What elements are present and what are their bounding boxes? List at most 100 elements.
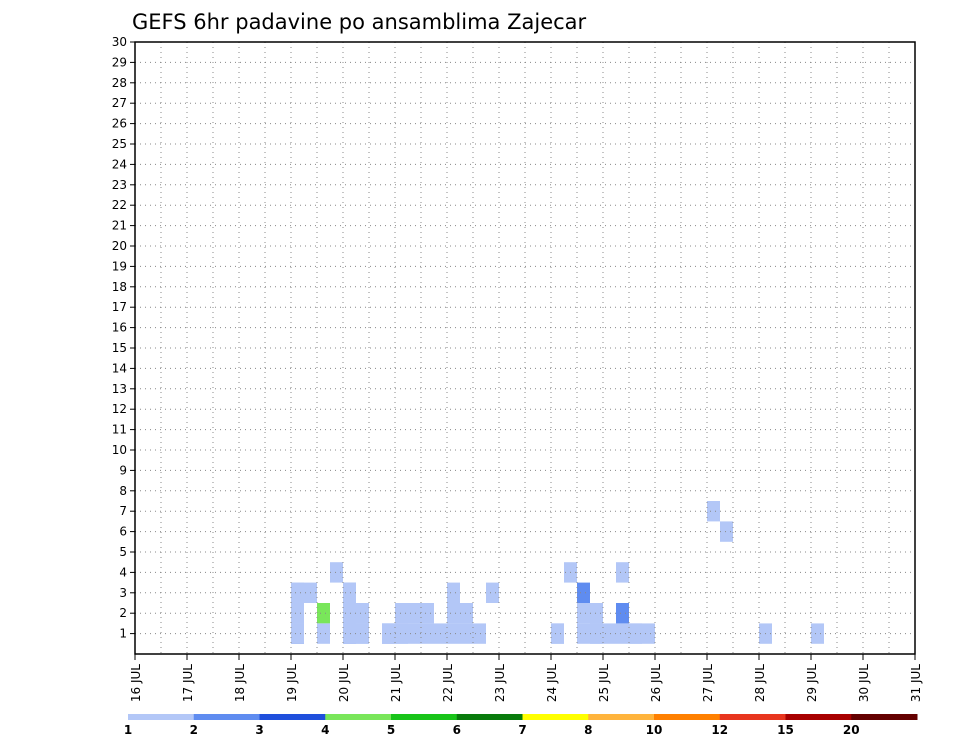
y-tick-label: 6 <box>119 525 127 539</box>
chart-title: GEFS 6hr padavine po ansamblima Zajecar <box>132 10 587 34</box>
y-tick-label: 12 <box>112 402 127 416</box>
heatmap-cell <box>382 623 395 644</box>
y-tick-label: 20 <box>112 239 127 253</box>
y-tick-label: 17 <box>112 300 127 314</box>
x-tick-label: 31 JUL <box>909 664 923 702</box>
heatmap-cell <box>720 521 733 542</box>
heatmap-cell <box>408 623 421 644</box>
y-tick-label: 19 <box>112 259 127 273</box>
x-tick-label: 16 JUL <box>129 664 143 702</box>
x-axis: 16 JUL 17 JUL 18 JUL 19 JUL 20 JUL 21 JUL 22 J… <box>129 654 923 702</box>
y-tick-label: 10 <box>112 443 127 457</box>
heatmap-cell <box>447 623 460 644</box>
colorbar-segment <box>654 714 721 720</box>
chart-grid <box>134 41 916 654</box>
x-tick-label: 24 JUL <box>545 664 559 702</box>
heatmap-cell <box>421 603 434 624</box>
colorbar-label: 10 <box>646 723 663 737</box>
y-tick-label: 5 <box>119 545 127 559</box>
x-tick-label: 29 JUL <box>805 664 819 702</box>
heatmap-cell <box>447 582 460 603</box>
heatmap-cell <box>642 623 655 644</box>
heatmap-cell <box>486 582 499 603</box>
y-tick-label: 11 <box>112 423 127 437</box>
heatmap-cell <box>811 623 824 644</box>
heatmap-cell <box>551 623 564 644</box>
y-tick-label: 1 <box>119 627 127 641</box>
x-tick-label: 22 JUL <box>441 664 455 702</box>
heatmap-cell <box>460 623 473 644</box>
y-tick-label: 2 <box>119 606 127 620</box>
colorbar-segment <box>785 714 852 720</box>
colorbar-segment <box>259 714 326 720</box>
heatmap-cell <box>356 603 369 624</box>
y-tick-label: 30 <box>112 35 127 49</box>
heatmap-cell <box>590 603 603 624</box>
y-tick-label: 26 <box>112 117 127 131</box>
heatmap-cell <box>317 603 330 624</box>
colorbar-label: 20 <box>843 723 860 737</box>
heatmap-cell <box>395 603 408 624</box>
heatmap-cell <box>356 623 369 644</box>
x-tick-label: 21 JUL <box>389 664 403 702</box>
heatmap-cell <box>317 623 330 644</box>
heatmap-cell <box>343 623 356 644</box>
colorbar-segment <box>128 714 195 720</box>
colorbar-label: 5 <box>387 723 395 737</box>
heatmap-cell <box>447 603 460 624</box>
y-tick-label: 13 <box>112 382 127 396</box>
colorbar-label: 4 <box>321 723 329 737</box>
x-tick-label: 20 JUL <box>337 664 351 702</box>
heatmap-cell <box>577 582 590 603</box>
y-tick-label: 15 <box>112 341 127 355</box>
colorbar-label: 7 <box>518 723 526 737</box>
heatmap-cell <box>577 623 590 644</box>
heatmap-cell <box>460 603 473 624</box>
x-tick-label: 30 JUL <box>857 664 871 702</box>
y-tick-label: 16 <box>112 321 127 335</box>
heatmap-cell <box>291 623 304 644</box>
colorbar-label: 3 <box>255 723 263 737</box>
colorbar-label: 8 <box>584 723 592 737</box>
heatmap-cell <box>577 603 590 624</box>
heatmap-cell <box>421 623 434 644</box>
y-tick-label: 22 <box>112 198 127 212</box>
x-tick-label: 18 JUL <box>233 664 247 702</box>
x-tick-label: 25 JUL <box>597 664 611 702</box>
colorbar-segment <box>193 714 260 720</box>
heatmap-cell <box>330 562 343 583</box>
y-tick-label: 28 <box>112 76 127 90</box>
heatmap-cell <box>707 501 720 522</box>
x-tick-label: 27 JUL <box>701 664 715 702</box>
heatmap-cell <box>616 603 629 624</box>
y-axis: 1234567891011121314151617181920212223242… <box>112 35 135 641</box>
heatmap-cell <box>616 623 629 644</box>
heatmap-cell <box>603 623 616 644</box>
colorbar-segment <box>588 714 655 720</box>
y-tick-label: 23 <box>112 178 127 192</box>
colorbar-segment <box>325 714 392 720</box>
heatmap-cell <box>291 603 304 624</box>
y-tick-label: 29 <box>112 55 127 69</box>
y-tick-label: 8 <box>119 484 127 498</box>
y-tick-label: 4 <box>119 565 127 579</box>
colorbar-segment <box>391 714 458 720</box>
y-tick-label: 25 <box>112 137 127 151</box>
y-tick-label: 3 <box>119 586 127 600</box>
colorbar-segment <box>719 714 786 720</box>
heatmap-cell <box>291 582 304 603</box>
x-tick-label: 19 JUL <box>285 664 299 702</box>
x-tick-label: 23 JUL <box>493 664 507 702</box>
colorbar-label: 6 <box>453 723 461 737</box>
colorbar-segment <box>851 714 918 720</box>
colorbar-label: 1 <box>124 723 132 737</box>
y-tick-label: 9 <box>119 463 127 477</box>
y-tick-label: 14 <box>112 361 127 375</box>
heatmap-cell <box>343 603 356 624</box>
colorbar: 1 2 3 4 5 6 7 8 10 12 15 20 <box>124 714 918 737</box>
y-tick-label: 18 <box>112 280 127 294</box>
y-tick-label: 7 <box>119 504 127 518</box>
colorbar-segment <box>522 714 589 720</box>
heatmap-cell <box>343 582 356 603</box>
